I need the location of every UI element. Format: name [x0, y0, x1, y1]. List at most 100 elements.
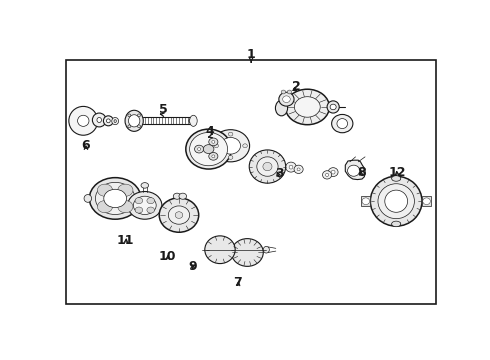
Ellipse shape: [263, 246, 270, 253]
Ellipse shape: [147, 207, 154, 213]
Ellipse shape: [128, 192, 162, 219]
Ellipse shape: [205, 236, 235, 264]
Ellipse shape: [231, 239, 263, 266]
Ellipse shape: [325, 173, 329, 176]
Ellipse shape: [147, 198, 154, 204]
Ellipse shape: [327, 101, 339, 113]
Ellipse shape: [138, 114, 141, 117]
Ellipse shape: [190, 132, 227, 166]
Text: 6: 6: [82, 139, 90, 152]
Text: 3: 3: [275, 167, 284, 180]
Ellipse shape: [257, 157, 278, 176]
Ellipse shape: [135, 198, 143, 204]
Ellipse shape: [209, 138, 218, 146]
Ellipse shape: [392, 221, 401, 227]
Ellipse shape: [93, 113, 106, 127]
Ellipse shape: [212, 140, 215, 143]
Ellipse shape: [133, 196, 156, 215]
Ellipse shape: [195, 145, 204, 153]
Ellipse shape: [175, 212, 183, 219]
Ellipse shape: [392, 176, 401, 181]
Bar: [422, 196, 431, 206]
Ellipse shape: [104, 189, 126, 208]
Ellipse shape: [203, 145, 214, 153]
Ellipse shape: [114, 120, 116, 122]
Ellipse shape: [125, 110, 143, 131]
Ellipse shape: [228, 132, 233, 136]
Ellipse shape: [169, 206, 190, 224]
Ellipse shape: [77, 115, 89, 126]
Ellipse shape: [370, 176, 422, 226]
Ellipse shape: [285, 89, 329, 125]
Ellipse shape: [243, 144, 247, 148]
Ellipse shape: [118, 201, 133, 213]
Text: 9: 9: [188, 260, 196, 273]
Ellipse shape: [139, 194, 147, 202]
Ellipse shape: [128, 114, 131, 117]
Ellipse shape: [378, 184, 415, 219]
Ellipse shape: [283, 96, 290, 103]
Ellipse shape: [89, 177, 141, 219]
Ellipse shape: [279, 92, 294, 106]
Ellipse shape: [179, 193, 187, 199]
Ellipse shape: [220, 138, 241, 154]
Ellipse shape: [289, 165, 293, 169]
Ellipse shape: [294, 97, 320, 117]
Ellipse shape: [189, 118, 195, 123]
Text: 2: 2: [293, 80, 301, 93]
Ellipse shape: [128, 125, 131, 128]
Ellipse shape: [103, 116, 113, 126]
Ellipse shape: [209, 152, 218, 160]
Ellipse shape: [69, 107, 98, 135]
Text: 11: 11: [117, 234, 135, 247]
Ellipse shape: [347, 165, 360, 176]
Ellipse shape: [159, 198, 199, 232]
Ellipse shape: [331, 170, 335, 174]
Ellipse shape: [249, 150, 286, 183]
Ellipse shape: [112, 117, 119, 125]
Text: 10: 10: [159, 250, 176, 263]
Ellipse shape: [328, 168, 338, 176]
Text: 8: 8: [357, 166, 366, 179]
Ellipse shape: [423, 198, 430, 204]
Ellipse shape: [173, 193, 181, 199]
Ellipse shape: [135, 207, 143, 213]
Ellipse shape: [106, 119, 110, 123]
Text: 5: 5: [159, 103, 168, 116]
Ellipse shape: [212, 155, 215, 158]
Ellipse shape: [330, 104, 336, 110]
Ellipse shape: [263, 162, 272, 171]
Text: 1: 1: [247, 48, 255, 61]
Ellipse shape: [98, 201, 113, 213]
Bar: [66, 60, 437, 304]
Ellipse shape: [332, 114, 353, 133]
Bar: [361, 196, 370, 206]
Text: 12: 12: [389, 166, 406, 179]
Ellipse shape: [186, 129, 231, 169]
Ellipse shape: [214, 144, 219, 148]
Ellipse shape: [294, 165, 303, 174]
Ellipse shape: [212, 130, 249, 162]
Ellipse shape: [281, 90, 286, 94]
Ellipse shape: [97, 117, 101, 122]
Ellipse shape: [322, 171, 332, 179]
Ellipse shape: [286, 162, 296, 172]
Ellipse shape: [128, 115, 140, 127]
Text: 7: 7: [233, 276, 242, 289]
Ellipse shape: [138, 125, 141, 128]
Ellipse shape: [96, 183, 135, 215]
Ellipse shape: [197, 148, 200, 150]
Ellipse shape: [141, 183, 148, 188]
Ellipse shape: [275, 100, 288, 116]
Ellipse shape: [297, 168, 300, 171]
Ellipse shape: [84, 194, 92, 202]
Ellipse shape: [98, 184, 113, 196]
Ellipse shape: [337, 118, 347, 129]
Ellipse shape: [228, 156, 233, 159]
Ellipse shape: [118, 184, 133, 196]
Ellipse shape: [362, 198, 369, 204]
Ellipse shape: [190, 115, 197, 126]
Ellipse shape: [385, 190, 408, 212]
Polygon shape: [345, 160, 365, 180]
Ellipse shape: [287, 90, 292, 94]
